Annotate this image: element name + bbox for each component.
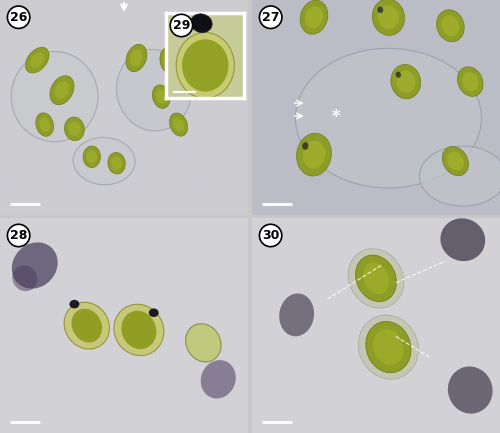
Ellipse shape — [279, 294, 314, 336]
Ellipse shape — [302, 141, 326, 168]
Ellipse shape — [356, 255, 397, 302]
Ellipse shape — [64, 117, 84, 141]
Ellipse shape — [462, 72, 478, 91]
Ellipse shape — [378, 5, 399, 29]
Ellipse shape — [50, 76, 74, 105]
Ellipse shape — [83, 146, 100, 168]
Ellipse shape — [448, 366, 492, 414]
Ellipse shape — [130, 50, 142, 66]
Ellipse shape — [108, 152, 126, 174]
Ellipse shape — [200, 360, 236, 398]
Ellipse shape — [182, 39, 228, 92]
Ellipse shape — [36, 113, 54, 136]
Ellipse shape — [40, 117, 50, 132]
Ellipse shape — [440, 218, 485, 261]
Ellipse shape — [358, 315, 418, 379]
Ellipse shape — [396, 71, 415, 93]
Ellipse shape — [296, 133, 332, 176]
Ellipse shape — [442, 146, 468, 176]
Text: 30: 30 — [262, 229, 280, 242]
Ellipse shape — [12, 242, 58, 289]
Ellipse shape — [378, 6, 383, 13]
Ellipse shape — [190, 14, 212, 32]
Ellipse shape — [447, 152, 464, 171]
Ellipse shape — [68, 122, 80, 136]
Ellipse shape — [170, 113, 188, 136]
Ellipse shape — [70, 300, 80, 308]
Ellipse shape — [372, 0, 404, 36]
Ellipse shape — [442, 16, 460, 36]
Ellipse shape — [458, 67, 483, 97]
Ellipse shape — [173, 118, 184, 132]
Ellipse shape — [348, 249, 404, 308]
Ellipse shape — [11, 52, 98, 142]
Text: 29: 29 — [172, 19, 190, 32]
Ellipse shape — [160, 47, 178, 73]
Ellipse shape — [186, 324, 221, 362]
Ellipse shape — [112, 157, 122, 170]
Ellipse shape — [302, 142, 308, 150]
Text: 27: 27 — [262, 11, 280, 24]
Ellipse shape — [12, 265, 38, 291]
Ellipse shape — [363, 262, 389, 294]
Ellipse shape — [305, 6, 323, 28]
Text: *: * — [332, 108, 340, 126]
Ellipse shape — [296, 48, 482, 188]
Ellipse shape — [126, 44, 147, 71]
Ellipse shape — [116, 49, 191, 131]
Ellipse shape — [156, 90, 166, 103]
Ellipse shape — [366, 321, 411, 373]
Ellipse shape — [114, 304, 164, 355]
Text: 28: 28 — [10, 229, 28, 242]
Ellipse shape — [26, 47, 49, 73]
Ellipse shape — [300, 0, 328, 34]
Ellipse shape — [396, 71, 401, 78]
Ellipse shape — [72, 309, 102, 343]
Ellipse shape — [122, 311, 156, 349]
Text: 26: 26 — [10, 11, 28, 24]
Ellipse shape — [149, 308, 158, 317]
Ellipse shape — [152, 85, 170, 108]
Ellipse shape — [73, 137, 135, 185]
Ellipse shape — [391, 65, 420, 99]
Ellipse shape — [86, 150, 97, 163]
Ellipse shape — [420, 146, 500, 206]
Ellipse shape — [176, 32, 234, 98]
Ellipse shape — [64, 302, 110, 349]
Ellipse shape — [55, 81, 69, 99]
Ellipse shape — [164, 52, 174, 68]
Ellipse shape — [374, 329, 404, 365]
Ellipse shape — [436, 10, 464, 42]
Ellipse shape — [30, 52, 44, 68]
